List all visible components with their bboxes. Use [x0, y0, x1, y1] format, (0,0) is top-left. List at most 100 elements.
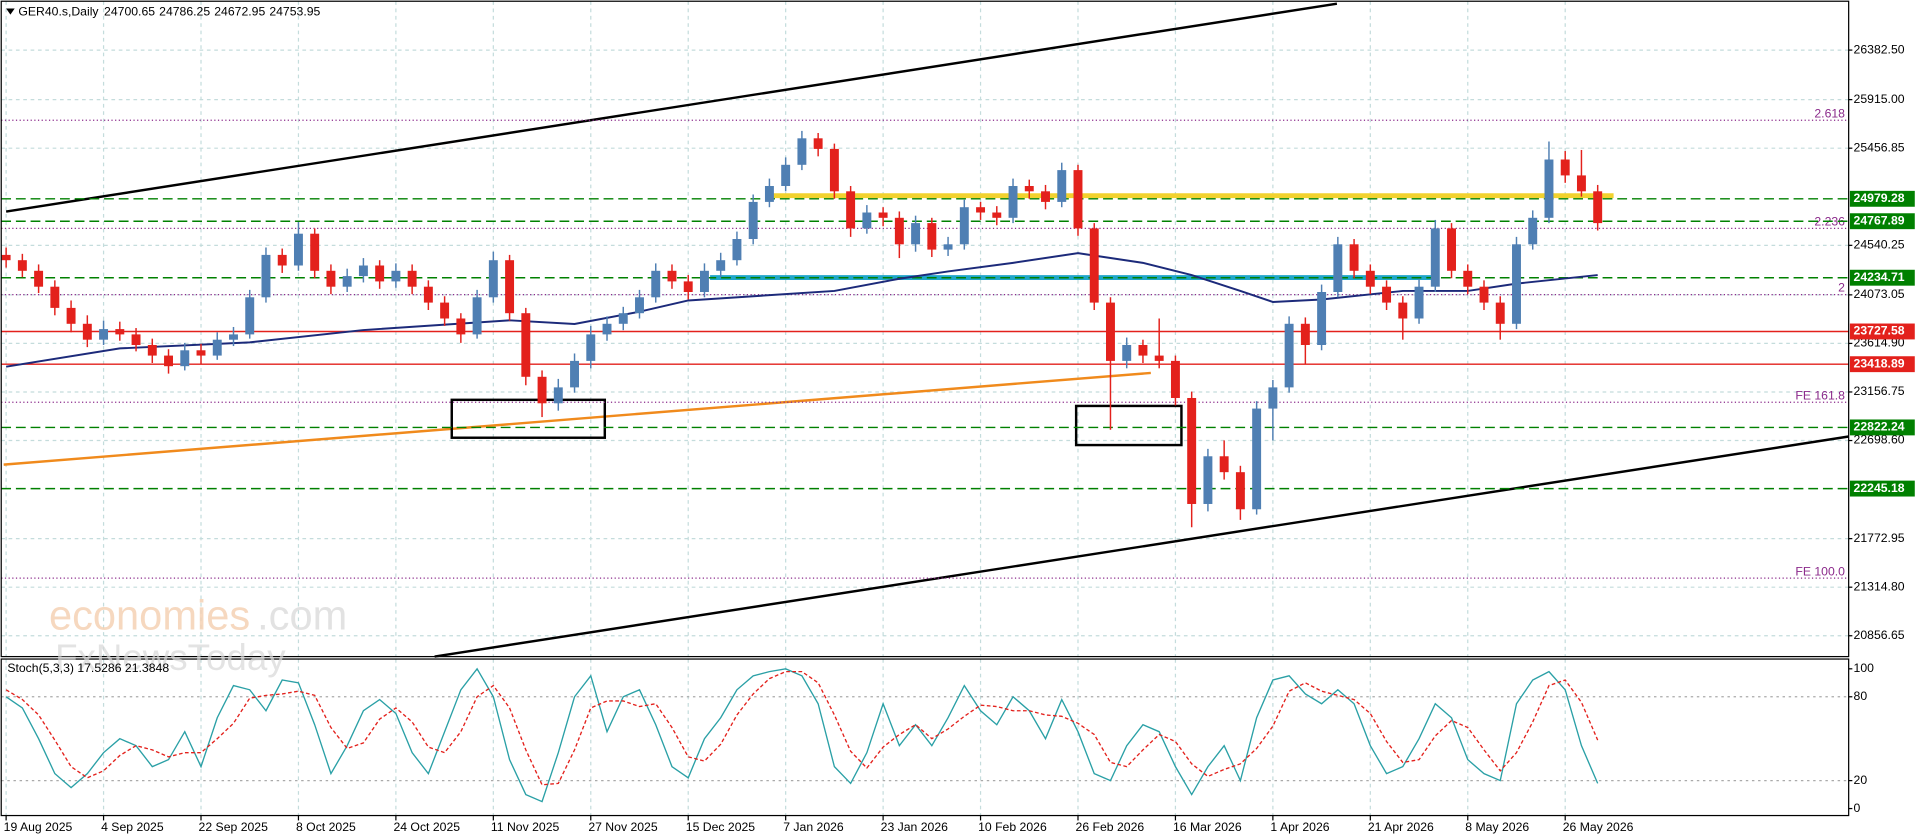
candle-body	[1430, 228, 1440, 287]
x-tick-label: 4 Sep 2025	[101, 820, 164, 834]
candle-body	[1073, 170, 1083, 229]
candle-body	[50, 286, 60, 308]
candle-body	[683, 281, 693, 292]
y-tick-label: 20	[1854, 773, 1868, 787]
candle-body	[196, 350, 206, 356]
y-tick-label: 24073.05	[1854, 287, 1905, 301]
y-tick-label: 25456.85	[1854, 140, 1905, 154]
candle-body	[277, 254, 287, 266]
candle-body	[1495, 302, 1505, 324]
level-tag	[1849, 323, 1915, 340]
candle-body	[99, 329, 109, 340]
y-tick-label: 24540.25	[1854, 238, 1905, 252]
price-panel: 26382.50 25915.00 25456.85 24540.25 24073.05…	[1, 42, 1915, 834]
candle-body	[1008, 186, 1018, 218]
candle-body	[943, 244, 953, 250]
candle-body	[667, 270, 677, 282]
candle-body	[1333, 244, 1343, 292]
x-tick-label: 24 Oct 2025	[393, 820, 460, 834]
watermark-domain: .com	[257, 592, 347, 639]
candle-body	[82, 323, 92, 340]
y-tick-label: 21772.95	[1854, 531, 1905, 545]
menu-triangle[interactable]	[6, 8, 15, 15]
x-tick-label: 1 Apr 2026	[1270, 820, 1329, 834]
level-tag-label: 22822.24	[1854, 420, 1905, 434]
candle-body	[732, 239, 742, 261]
ohlc-low: 24672.95	[214, 4, 265, 18]
candle-body	[618, 313, 628, 324]
candle-body	[1544, 159, 1554, 218]
candle-body	[164, 355, 173, 367]
candle-body	[1414, 286, 1424, 319]
stoch-line	[5, 670, 1599, 786]
candle-body	[894, 217, 904, 245]
grid	[1, 1, 1849, 816]
y-tick-label: 21314.80	[1854, 579, 1905, 593]
x-tick-label: 11 Nov 2025	[491, 820, 560, 834]
x-tick-label: 16 Mar 2026	[1173, 820, 1242, 834]
candle-body	[342, 276, 352, 287]
stoch-frame	[0, 658, 1850, 817]
candle-body	[440, 302, 450, 319]
x-tick-label: 27 Nov 2025	[588, 820, 658, 834]
fib-label: FE 161.8	[1795, 388, 1845, 402]
candle-body	[1057, 170, 1067, 202]
y-tick-label: 26382.50	[1854, 42, 1905, 56]
y-tick-label: 23156.75	[1854, 384, 1905, 398]
x-tick-label: 26 May 2026	[1563, 820, 1634, 834]
candle-body	[1024, 186, 1034, 192]
candle-body	[1300, 323, 1310, 345]
candle-body	[1122, 344, 1132, 361]
y-tick-label: 0	[1854, 801, 1861, 815]
candle-body	[699, 270, 709, 292]
ohlc-close: 24753.95	[269, 4, 320, 18]
orange-trendline	[3, 371, 1151, 466]
level-tag	[1849, 213, 1915, 230]
candle-body	[34, 270, 44, 287]
candle-body	[180, 350, 190, 367]
highlight-box	[450, 398, 607, 439]
x-tick-label: 8 May 2026	[1465, 820, 1529, 834]
candle-body	[797, 138, 807, 165]
candle-body	[537, 376, 547, 404]
stoch-title: Stoch(5,3,3) 17.5286 21.3848	[7, 661, 169, 675]
level-tag	[1849, 190, 1915, 207]
watermark-partner: FxNewsToday	[55, 637, 286, 678]
channel-upper	[5, 2, 1338, 213]
stoch-line	[5, 667, 1599, 803]
candle-body	[992, 212, 1002, 218]
candle-body	[293, 233, 303, 266]
candle-body	[570, 360, 580, 388]
candle-body	[764, 186, 774, 202]
ohlc-open: 24700.65	[104, 4, 155, 18]
x-tick-label: 26 Feb 2026	[1076, 820, 1145, 834]
candle-body	[1576, 175, 1586, 192]
candle-body	[1252, 408, 1262, 510]
candle-body	[147, 344, 157, 356]
symbol-label: GER40.s,Daily	[18, 4, 99, 18]
candle-body	[1365, 270, 1375, 287]
y-tick-label: 100	[1854, 661, 1875, 675]
candle-body	[472, 297, 482, 335]
fib-label: 2	[1838, 281, 1845, 295]
candle-body	[261, 254, 271, 298]
candle-body	[813, 138, 823, 149]
candle-body	[1170, 360, 1180, 398]
fib-label: FE 100.0	[1795, 564, 1845, 578]
level-tag	[1849, 480, 1915, 497]
candle-body	[1235, 472, 1245, 510]
stochastic-panel: 0 20 80 100	[5, 661, 1875, 815]
candle-body	[602, 323, 612, 335]
level-tag	[1849, 269, 1915, 286]
x-tick-label: 23 Jan 2026	[881, 820, 949, 834]
candle-body	[1398, 302, 1408, 319]
level-tag-label: 22245.18	[1854, 481, 1905, 495]
candle-body	[553, 387, 563, 404]
candle-body	[748, 201, 758, 240]
candle-body	[115, 329, 125, 335]
candle-body	[1106, 302, 1115, 361]
candle-body	[878, 212, 888, 218]
